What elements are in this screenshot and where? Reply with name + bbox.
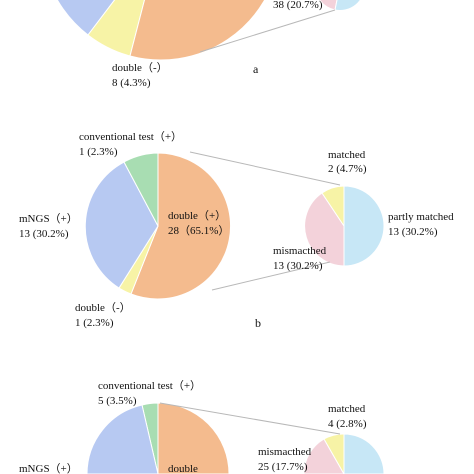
- label-c-conv-name: conventional test（+）: [98, 379, 201, 392]
- label-b-mngs-name: mNGS（+）: [19, 212, 78, 225]
- label-b-mismatched-value: 13 (30.2%): [273, 260, 323, 272]
- label-b-matched-name: matched: [328, 149, 366, 161]
- sub-c-mismatched: [303, 438, 345, 474]
- slice-b-conv: [123, 152, 159, 227]
- label-b-mngs-value: 13 (30.2%): [19, 228, 69, 240]
- label-a-sub-value: 38 (20.7%): [273, 0, 323, 11]
- connector-b-top: [189, 151, 341, 186]
- label-c-mismatched-name: mismacthed: [258, 446, 312, 458]
- label-b-matched-value: 2 (4.7%): [328, 163, 367, 175]
- panel-letter-b: b: [255, 316, 261, 330]
- label-b-double-neg-name: double（-）: [75, 301, 131, 314]
- slice-a-double-pos: [129, 0, 266, 61]
- label-c-conv-value: 5 (3.5%): [98, 395, 137, 407]
- panel-b: conventional test（+） 1 (2.3%) mNGS（+） 13…: [19, 130, 454, 330]
- slice-b-mngs: [84, 161, 159, 289]
- slice-a-mngs: [56, 0, 116, 36]
- label-c-mngs-name: mNGS（+）: [19, 462, 78, 474]
- label-c-mismatched-value: 25 (17.7%): [258, 461, 308, 473]
- connector-c-top: [159, 402, 341, 435]
- label-b-double-neg-value: 1 (2.3%): [75, 317, 114, 329]
- label-b-conv-name: conventional test（+）: [79, 130, 182, 143]
- label-b-conv-value: 1 (2.3%): [79, 146, 118, 158]
- slice-c-double-pos: [157, 402, 230, 474]
- connector-b-bottom: [211, 261, 331, 291]
- sub-a-partly: [334, 0, 361, 11]
- label-c-matched-name: matched: [328, 403, 366, 415]
- label-a-double-neg-value: 8 (4.3%): [112, 77, 151, 89]
- slice-c-mngs: [86, 404, 159, 474]
- sub-c-matched: [323, 433, 345, 474]
- label-c-double-name: double: [168, 463, 198, 474]
- label-b-partly-name: partly matched: [388, 211, 454, 223]
- panel-c: conventional test（+） 5 (3.5%) mNGS（+） do…: [19, 379, 385, 474]
- sub-b-partly: [343, 185, 385, 267]
- slice-b-double-pos: [130, 152, 232, 300]
- label-b-partly-value: 13 (30.2%): [388, 226, 438, 238]
- sub-b-matched: [321, 185, 345, 228]
- label-b-double-pos-value: 28（65.1%）: [168, 224, 229, 237]
- label-c-matched-value: 4 (2.8%): [328, 418, 367, 430]
- label-b-mismatched-name: mismacthed: [273, 245, 327, 257]
- panel-a: 38 (20.7%) double（-） 8 (4.3%) a: [56, 0, 361, 89]
- panel-letter-a: a: [253, 62, 259, 76]
- label-a-double-neg-name: double（-）: [112, 61, 168, 74]
- connector-a: [199, 9, 336, 53]
- sub-c-partly: [343, 433, 385, 474]
- label-b-double-pos-name: double（+）: [168, 209, 226, 222]
